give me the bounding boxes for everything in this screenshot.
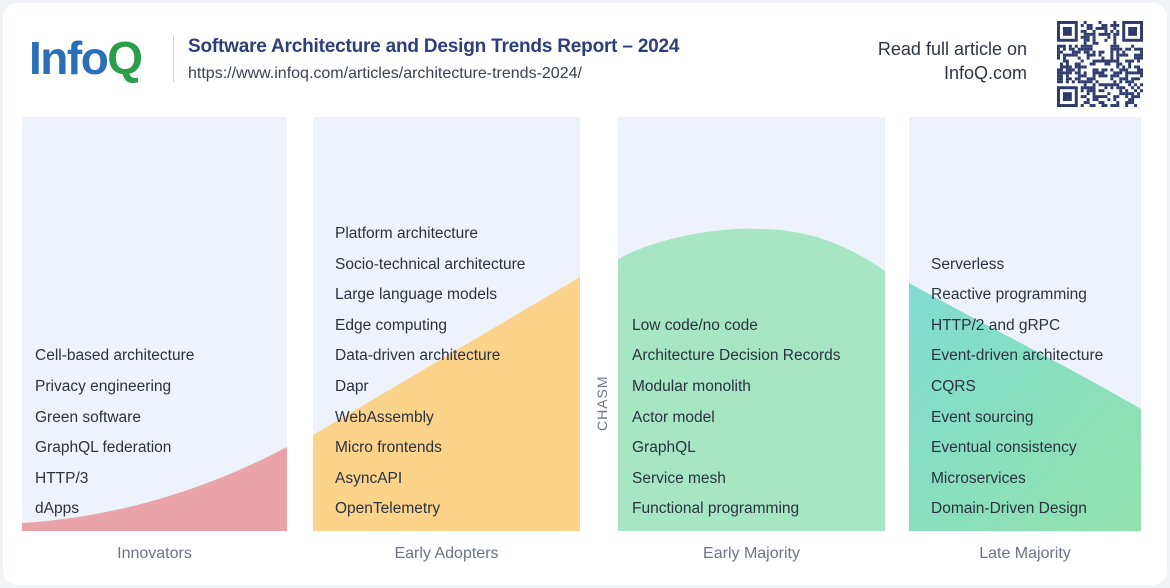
infoq-logo[interactable]: InfoQ: [29, 32, 143, 84]
read-article-callout: Read full article on InfoQ.com: [878, 37, 1027, 85]
report-title: Software Architecture and Design Trends …: [188, 36, 680, 57]
late-majority-curve: [909, 283, 1141, 531]
early-majority-list: Low code/no code Architecture Decision R…: [632, 311, 885, 525]
list-item: Data-driven architecture: [335, 347, 501, 365]
list-item: OpenTelemetry: [335, 500, 441, 518]
list-item: Micro frontends: [335, 439, 442, 457]
read-line-2: InfoQ.com: [943, 63, 1027, 83]
list-item: Architecture Decision Records: [632, 347, 841, 365]
qr-code-icon[interactable]: [1057, 21, 1143, 107]
infographic-card: InfoQ Software Architecture and Design T…: [3, 3, 1167, 585]
innovators-area: [22, 447, 287, 531]
early-adopters-curve: [313, 277, 580, 531]
early-adopters-list: Platform architecture Socio-technical ar…: [335, 219, 580, 525]
early-majority-curve: [618, 228, 885, 531]
list-item: GraphQL federation: [35, 439, 172, 457]
panel-early-adopters: Platform architecture Socio-technical ar…: [313, 117, 580, 531]
list-item: AsyncAPI: [335, 469, 403, 487]
list-item: Socio-technical architecture: [335, 255, 526, 273]
panel-innovators: Cell-based architecture Privacy engineer…: [22, 117, 287, 531]
list-item: Reactive programming: [931, 286, 1087, 304]
list-item: WebAssembly: [335, 408, 434, 426]
list-item: GraphQL: [632, 439, 696, 457]
list-item: Service mesh: [632, 469, 726, 487]
list-item: Cell-based architecture: [35, 347, 195, 365]
innovators-curve: [22, 447, 287, 531]
list-item: Eventual consistency: [931, 439, 1077, 457]
list-item: Large language models: [335, 286, 498, 304]
logo-text: Info: [29, 32, 109, 84]
header-divider: [173, 36, 174, 82]
list-item: HTTP/2 and gRPC: [931, 316, 1061, 334]
list-item: Actor model: [632, 408, 715, 426]
list-item: Event sourcing: [931, 408, 1034, 426]
list-item: Platform architecture: [335, 225, 478, 243]
list-item: Dapr: [335, 378, 369, 396]
chasm-label: CHASM: [594, 375, 610, 431]
list-item: CQRS: [931, 378, 976, 396]
late-majority-list: Serverless Reactive programming HTTP/2 a…: [931, 250, 1141, 525]
list-item: Event-driven architecture: [931, 347, 1104, 365]
read-line-1: Read full article on: [877, 39, 1027, 59]
stage-label-early-adopters: Early Adopters: [394, 545, 499, 562]
innovators-list: Cell-based architecture Privacy engineer…: [35, 341, 287, 525]
list-item: HTTP/3: [35, 469, 89, 487]
list-item: Functional programming: [632, 500, 800, 518]
list-item: Modular monolith: [632, 378, 751, 396]
list-item: Microservices: [931, 469, 1026, 487]
panel-early-majority: Low code/no code Architecture Decision R…: [618, 117, 885, 531]
early-adopters-area: [313, 277, 580, 531]
article-url[interactable]: https://www.infoq.com/articles/architect…: [188, 65, 582, 82]
stage-label-innovators: Innovators: [117, 545, 192, 562]
logo-accent: Q: [107, 32, 143, 84]
late-majority-area: [909, 283, 1141, 531]
stage-label-late-majority: Late Majority: [979, 545, 1071, 562]
stage-label-early-majority: Early Majority: [703, 545, 800, 562]
early-majority-area: [618, 228, 885, 531]
list-item: Serverless: [931, 255, 1005, 273]
list-item: Privacy engineering: [35, 378, 172, 396]
list-item: dApps: [35, 500, 79, 518]
list-item: Edge computing: [335, 316, 448, 334]
list-item: Green software: [35, 408, 141, 426]
list-item: Low code/no code: [632, 316, 758, 334]
list-item: Domain-Driven Design: [931, 500, 1087, 518]
panel-late-majority: Serverless Reactive programming HTTP/2 a…: [909, 117, 1141, 531]
